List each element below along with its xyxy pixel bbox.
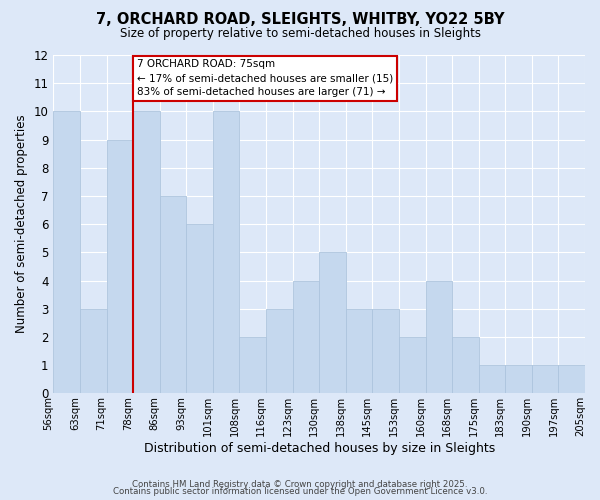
Bar <box>160 196 187 394</box>
Bar <box>532 365 559 394</box>
Text: Contains HM Land Registry data © Crown copyright and database right 2025.: Contains HM Land Registry data © Crown c… <box>132 480 468 489</box>
Text: Size of property relative to semi-detached houses in Sleights: Size of property relative to semi-detach… <box>119 28 481 40</box>
Text: 7, ORCHARD ROAD, SLEIGHTS, WHITBY, YO22 5BY: 7, ORCHARD ROAD, SLEIGHTS, WHITBY, YO22 … <box>96 12 504 28</box>
Bar <box>133 112 160 394</box>
Text: 7 ORCHARD ROAD: 75sqm
← 17% of semi-detached houses are smaller (15)
83% of semi: 7 ORCHARD ROAD: 75sqm ← 17% of semi-deta… <box>137 59 394 97</box>
Bar <box>559 365 585 394</box>
Bar <box>319 252 346 394</box>
Bar <box>373 308 399 394</box>
Bar <box>399 337 425 394</box>
Bar <box>425 280 452 394</box>
Bar <box>239 337 266 394</box>
Text: Contains public sector information licensed under the Open Government Licence v3: Contains public sector information licen… <box>113 487 487 496</box>
Bar <box>53 112 80 394</box>
Bar <box>213 112 239 394</box>
Bar <box>80 308 107 394</box>
Bar <box>266 308 293 394</box>
Y-axis label: Number of semi-detached properties: Number of semi-detached properties <box>15 115 28 334</box>
Bar <box>346 308 373 394</box>
Bar <box>452 337 479 394</box>
Bar <box>479 365 505 394</box>
Bar <box>505 365 532 394</box>
Bar <box>293 280 319 394</box>
X-axis label: Distribution of semi-detached houses by size in Sleights: Distribution of semi-detached houses by … <box>143 442 495 455</box>
Bar <box>187 224 213 394</box>
Bar <box>107 140 133 394</box>
